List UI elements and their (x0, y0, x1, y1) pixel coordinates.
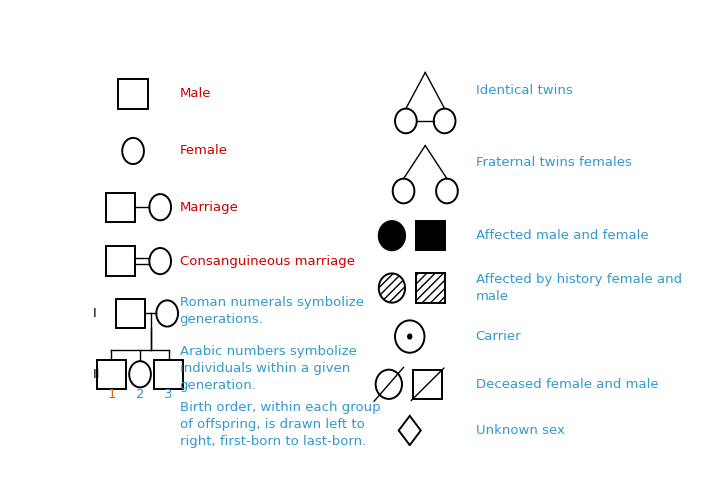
Ellipse shape (149, 194, 171, 220)
Bar (118, 79, 148, 109)
Text: Identical twins: Identical twins (476, 84, 572, 97)
Bar (413, 370, 442, 399)
Text: Marriage: Marriage (180, 201, 238, 214)
Text: 1: 1 (107, 388, 116, 401)
Ellipse shape (122, 138, 144, 164)
Text: Unknown sex: Unknown sex (476, 424, 565, 437)
Ellipse shape (379, 221, 405, 250)
Text: Carrier: Carrier (476, 330, 521, 343)
Text: Male: Male (180, 88, 211, 101)
Ellipse shape (149, 248, 171, 274)
Text: Affected by history female and
male: Affected by history female and male (476, 273, 682, 303)
Text: Deceased female and male: Deceased female and male (476, 378, 658, 391)
Ellipse shape (379, 274, 405, 303)
Text: Arabic numbers symbolize
individuals within a given
generation.: Arabic numbers symbolize individuals wit… (180, 345, 357, 392)
Polygon shape (399, 416, 421, 445)
Bar (106, 192, 135, 222)
Text: Affected male and female: Affected male and female (476, 229, 649, 242)
Text: 3: 3 (164, 388, 173, 401)
Ellipse shape (376, 370, 402, 399)
Bar (416, 274, 446, 303)
Ellipse shape (407, 334, 412, 340)
Bar (116, 299, 145, 328)
Ellipse shape (157, 301, 178, 327)
Ellipse shape (393, 179, 415, 203)
Bar (97, 360, 126, 389)
Text: Female: Female (180, 144, 228, 157)
Text: I: I (93, 307, 97, 320)
Text: Fraternal twins females: Fraternal twins females (476, 156, 632, 169)
Ellipse shape (395, 320, 424, 353)
Text: II: II (93, 368, 100, 381)
Ellipse shape (395, 109, 417, 133)
Text: Roman numerals symbolize
generations.: Roman numerals symbolize generations. (180, 296, 364, 326)
Bar (154, 360, 183, 389)
Text: Birth order, within each group
of offspring, is drawn left to
right, first-born : Birth order, within each group of offspr… (180, 401, 380, 448)
Bar (106, 246, 135, 276)
Bar (416, 221, 446, 250)
Ellipse shape (129, 361, 151, 387)
Ellipse shape (434, 109, 455, 133)
Text: Consanguineous marriage: Consanguineous marriage (180, 255, 355, 268)
Text: 2: 2 (136, 388, 145, 401)
Ellipse shape (436, 179, 458, 203)
